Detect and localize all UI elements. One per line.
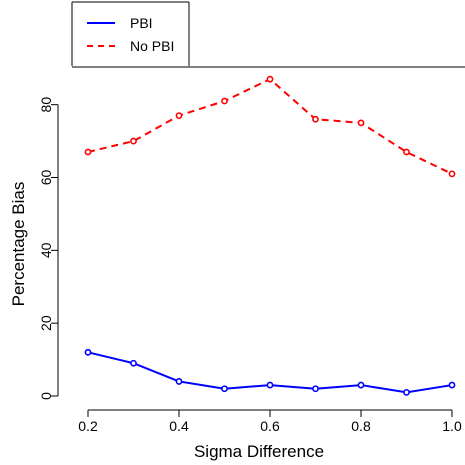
data-point — [312, 385, 319, 393]
data-point — [130, 137, 137, 145]
data-point — [312, 115, 319, 123]
data-point — [403, 388, 410, 396]
data-point — [266, 381, 274, 389]
data-point — [84, 148, 92, 156]
y-tick-label: 20 — [38, 315, 54, 331]
data-point — [221, 385, 228, 393]
x-tick-label: 0.4 — [169, 418, 189, 434]
x-tick-label: 0.8 — [351, 418, 371, 434]
data-point — [357, 119, 365, 127]
data-point — [84, 348, 92, 356]
data-point — [357, 381, 365, 389]
y-tick-label: 80 — [38, 97, 54, 113]
data-point — [266, 75, 274, 83]
x-axis-title: Sigma Difference — [194, 442, 324, 461]
y-tick-label: 40 — [38, 242, 54, 258]
series-line — [87, 77, 453, 175]
data-point — [175, 378, 183, 385]
x-tick-label: 0.2 — [78, 418, 98, 434]
data-point — [448, 170, 456, 178]
data-point — [221, 97, 228, 105]
y-axis: 0 20 40 60 80 — [38, 97, 59, 400]
x-tick-label: 0.6 — [260, 418, 280, 434]
series-layer — [84, 75, 456, 396]
legend: PBI No PBI — [71, 1, 190, 66]
y-axis-title: Percentage Bias — [9, 182, 28, 307]
x-axis: 0.2 0.4 0.6 0.8 1.0 — [78, 409, 462, 434]
y-tick-label: 0 — [38, 392, 54, 400]
data-point — [403, 148, 410, 156]
legend-label-pbi: PBI — [130, 15, 153, 31]
y-tick-label: 60 — [38, 170, 54, 186]
data-point — [175, 112, 183, 119]
series-no-pbi — [84, 75, 456, 178]
data-point — [448, 381, 456, 389]
series-pbi — [84, 348, 456, 396]
x-tick-label: 1.0 — [442, 418, 462, 434]
legend-label-no-pbi: No PBI — [130, 38, 174, 54]
data-point — [130, 359, 137, 367]
